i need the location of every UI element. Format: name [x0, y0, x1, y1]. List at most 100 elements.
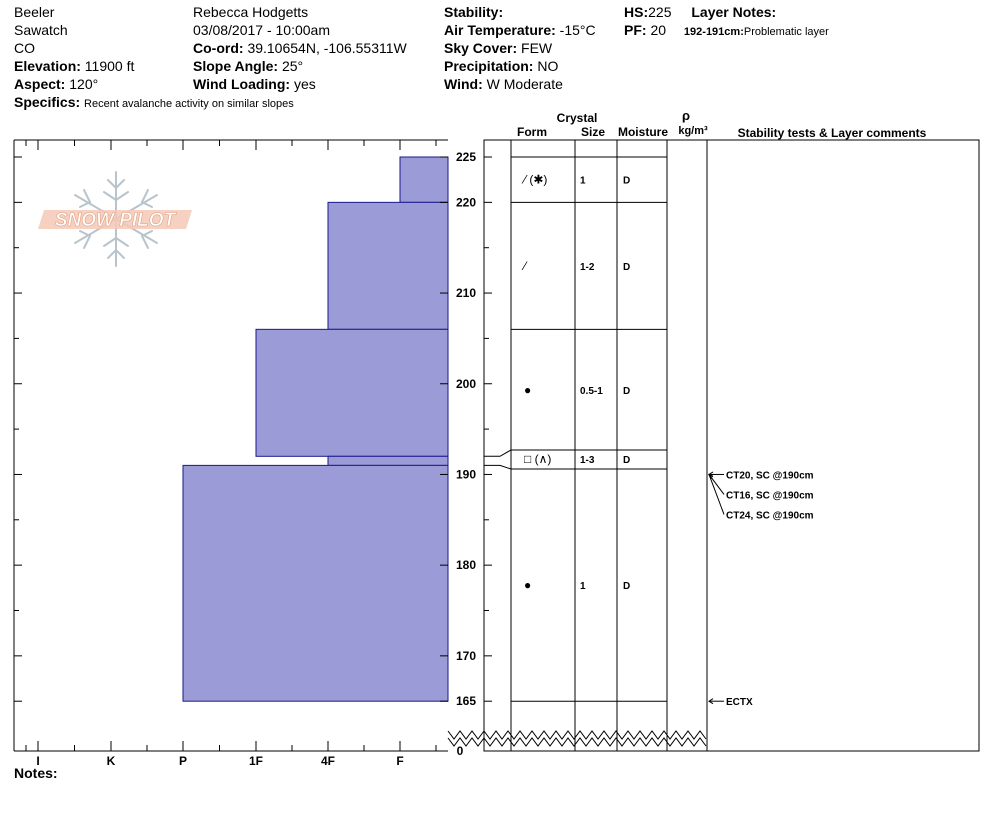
stability-test-label: CT16, SC @190cm	[726, 490, 814, 501]
stability-comments-header: Stability tests & Layer comments	[738, 126, 927, 140]
axis-break-mark	[483, 730, 707, 740]
coord-label: Co-ord:	[193, 40, 244, 56]
crystal-size: 1	[580, 581, 586, 592]
crystal-size: 1	[580, 176, 586, 187]
depth-tick-label: 165	[456, 694, 476, 708]
precip-label: Precipitation:	[444, 58, 534, 74]
slope-value: 25°	[281, 58, 304, 74]
size-header: Size	[581, 125, 605, 139]
rounded-grains-icon: ●	[524, 578, 531, 592]
moisture-value: D	[623, 455, 630, 466]
profile-summary: HS:225 Layer Notes: PF: 20 192-191cm:Pro…	[624, 3, 829, 41]
observation-datetime: 03/08/2017 - 10:00am	[193, 22, 330, 38]
decomposing-fragments-icon: ⁄	[521, 259, 528, 273]
table-headers: Crystal Form Size Moisture ρ kg/m³ Stabi…	[517, 108, 927, 140]
hs-label: HS:	[624, 4, 649, 20]
pf-row: PF: 20 192-191cm:Problematic layer	[624, 21, 829, 41]
hardness-bar	[327, 201, 449, 330]
wind-loading-row: Wind Loading: yes	[193, 75, 407, 93]
state: CO	[14, 40, 35, 56]
decomposing-fragments-with-precipitation-icon: ⁄ (✱)	[521, 173, 547, 187]
aspect-value: 120°	[69, 76, 99, 92]
pf-label: PF:	[624, 22, 647, 38]
arrow-head-icon	[708, 473, 714, 480]
aspect-label: Aspect:	[14, 76, 66, 92]
crystal-size: 0.5-1	[580, 386, 603, 397]
depth-zero-label: 0	[457, 744, 464, 758]
hardness-tick-label: 1F	[249, 754, 263, 768]
hardness-bar	[182, 464, 449, 702]
crystal-size: 1-3	[580, 455, 595, 466]
hardness-plot-frame	[13, 139, 448, 752]
axis-break-mark	[447, 737, 485, 747]
specifics-value: Recent avalanche activity on similar slo…	[84, 98, 294, 110]
faceted-crystals-with-depth-hoar-icon: □ (∧)	[524, 452, 551, 466]
air-temp-row: Air Temperature: -15°C	[444, 21, 596, 39]
layer-details: ⁄ (✱) 1 D ⁄ 1-2 D ● 0.5-1 D □ (∧) 1-3 D ● 1 D	[521, 173, 630, 592]
elevation-row: Elevation: 11900 ft	[14, 57, 294, 75]
air-temp-value: -15°C	[559, 22, 596, 38]
rounded-grains-icon: ●	[524, 383, 531, 397]
hardness-tick-label: K	[107, 754, 116, 768]
layer-note-range: 192-191cm:	[683, 26, 744, 38]
depth-axis: 225 220 210 200 190 180 170 165 0	[14, 150, 492, 758]
depth-tick-label: 225	[456, 150, 476, 164]
wind-row: Wind: W Moderate	[444, 75, 596, 93]
site-info: Beeler Sawatch CO Elevation: 11900 ft As…	[14, 3, 294, 113]
logo-text: SNOW PILOT	[55, 210, 177, 231]
coord-row: Co-ord: 39.10654N, -106.55311W	[193, 39, 407, 57]
aspect-row: Aspect: 120°	[14, 75, 294, 93]
hardness-tick-label: F	[396, 754, 403, 768]
specifics-label: Specifics:	[14, 94, 81, 110]
moisture-header: Moisture	[618, 125, 668, 139]
moisture-value: D	[623, 386, 630, 397]
wind-loading-label: Wind Loading:	[193, 76, 291, 92]
layer-connector	[484, 449, 512, 457]
hardness-axis: I K P 1F 4F F	[25, 140, 437, 768]
test-arrow	[708, 474, 725, 495]
coord-value: 39.10654N, -106.55311W	[247, 40, 407, 56]
moisture-value: D	[623, 262, 630, 273]
depth-tick-label: 220	[456, 195, 476, 209]
layer-note-text: Problematic layer	[743, 26, 829, 38]
rho-header: ρ	[682, 108, 690, 123]
test-arrow	[708, 474, 725, 515]
depth-tick-label: 190	[456, 467, 476, 481]
arrow-head-icon	[708, 698, 714, 705]
sky-value: FEW	[521, 40, 553, 56]
stability-tests: CT20, SC @190cm CT16, SC @190cm CT24, SC @…	[708, 470, 814, 708]
axis-break-marks	[447, 730, 707, 747]
wind-value: W Moderate	[486, 76, 563, 92]
precip-value: NO	[537, 58, 559, 74]
hs-value: 225	[648, 4, 672, 20]
layer-boundaries	[484, 156, 667, 702]
hardness-tick-label: P	[179, 754, 187, 768]
depth-tick-label: 180	[456, 558, 476, 572]
crystal-header: Crystal	[557, 111, 598, 125]
air-temp-label: Air Temperature:	[444, 22, 556, 38]
precip-row: Precipitation: NO	[444, 57, 596, 75]
slope-label: Slope Angle:	[193, 58, 279, 74]
stability-test-label: CT24, SC @190cm	[726, 510, 814, 521]
sky-label: Sky Cover:	[444, 40, 518, 56]
hardness-bar	[399, 156, 449, 203]
weather-conditions: Stability: Air Temperature: -15°C Sky Co…	[444, 3, 596, 93]
stability-test-label: ECTX	[726, 697, 753, 708]
form-header: Form	[517, 125, 547, 139]
slope-row: Slope Angle: 25°	[193, 57, 407, 75]
specifics-row: Specifics: Recent avalanche activity on …	[14, 93, 294, 113]
hardness-tick-label: 4F	[321, 754, 335, 768]
axis-break-mark	[447, 730, 485, 740]
author-name: Rebecca Hodgetts	[193, 4, 309, 20]
elevation-label: Elevation:	[14, 58, 81, 74]
notes-label: Notes:	[14, 765, 58, 781]
snowpilot-logo: SNOW PILOT	[38, 171, 192, 267]
depth-tick-label: 200	[456, 377, 476, 391]
moisture-value: D	[623, 581, 630, 592]
pf-value: 20	[650, 22, 667, 38]
moisture-value: D	[623, 176, 630, 187]
hardness-bar	[255, 328, 449, 457]
wind-loading-value: yes	[293, 76, 316, 92]
layer-connector	[484, 464, 512, 470]
